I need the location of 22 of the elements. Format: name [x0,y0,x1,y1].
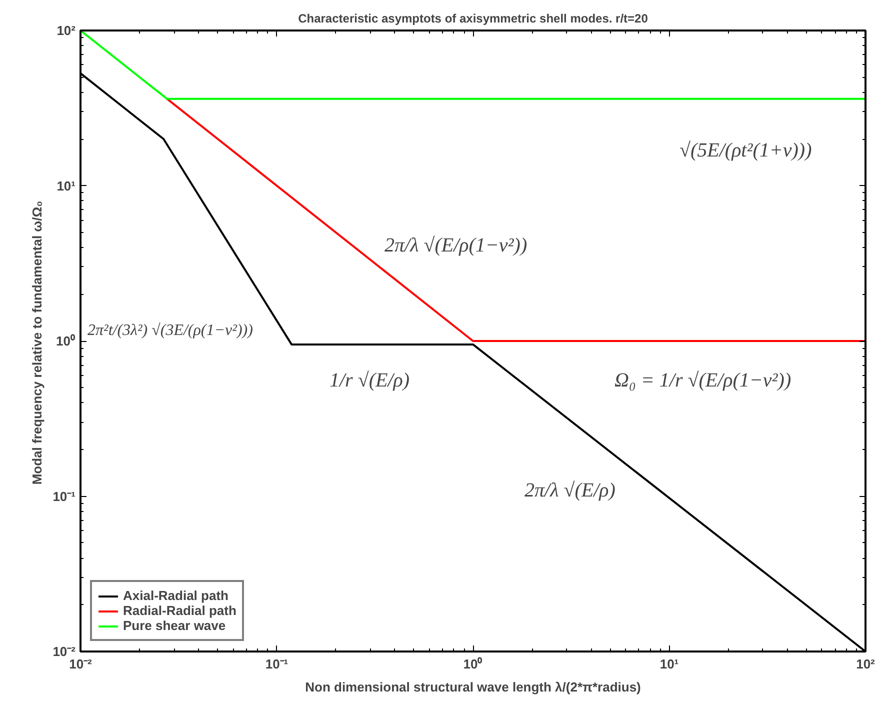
legend-label: Pure shear wave [123,618,226,633]
x-tick-label: 10¹ [660,656,679,672]
legend-label: Radial-Radial path [123,603,236,618]
annotation: 1/r √(E/ρ) [330,370,410,392]
x-axis-title: Non dimensional structural wave length λ/(2*π*radius) [305,680,641,694]
x-tick-label: 10⁻² [69,656,93,672]
x-tick-label: 10² [856,656,875,672]
chart-title: Characteristic asymptots of axisymmetric shell modes. r/t=20 [298,12,648,26]
annotation: 2π/λ √(E/ρ) [524,480,616,502]
y-axis-title: Modal frequency relative to fundamental ω/Ω₀ [30,200,45,485]
y-tick-label: 10⁻¹ [52,488,76,504]
annotation: Ω₀ = 1/r √(E/ρ(1−ν²)) [614,370,792,392]
annotation: 2π/λ √(E/ρ(1−ν²)) [384,234,528,256]
annotation: 2π²t/(3λ²) √(3E/(ρ(1−ν²))) [88,322,253,339]
annotation: √(5E/(ρt²(1+ν))) [680,140,812,162]
y-tick-label: 10⁰ [56,334,76,348]
x-tick-label: 10⁻¹ [265,656,288,672]
x-tick-label: 10⁰ [463,656,483,672]
legend-label: Axial-Radial path [123,588,228,603]
y-tick-label: 10⁻² [52,644,76,659]
y-tick-label: 10² [56,23,76,38]
y-tick-label: 10¹ [56,178,76,194]
